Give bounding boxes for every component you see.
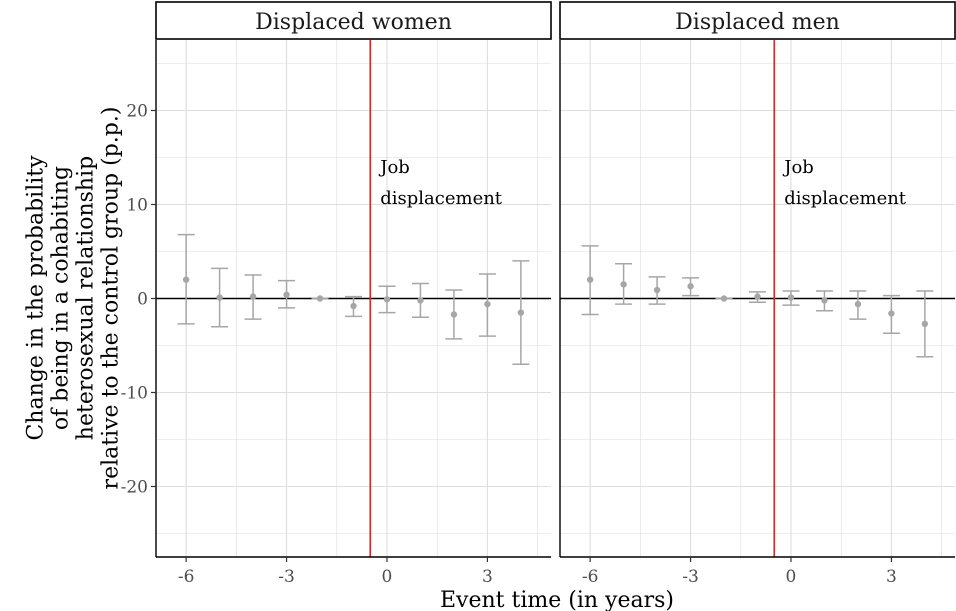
estimate-point	[283, 291, 290, 298]
estimate-point	[182, 276, 190, 283]
facet-panel-2: Job displacement -6 -3 0 3 Displaced men	[559, 1, 956, 587]
y-tick-label: 10	[126, 196, 148, 216]
estimate-point	[821, 297, 828, 304]
y-axis-title-line: relative to the control group (p.p.)	[99, 107, 124, 490]
estimate-point	[586, 276, 594, 283]
y-tick-label: -10	[121, 384, 148, 404]
estimate-point	[687, 283, 694, 290]
estimate-point	[720, 295, 728, 302]
y-tick-label: 20	[126, 102, 148, 122]
x-tick-label: -6	[178, 567, 195, 587]
y-axis-title-line: heterosexual relationship	[74, 156, 99, 440]
estimate-point	[417, 297, 424, 304]
x-tick-label: -3	[278, 567, 295, 587]
x-tick-label: 0	[786, 567, 797, 587]
x-tick-label: 0	[382, 567, 393, 587]
facet-strip-label: Displaced women	[255, 10, 452, 35]
estimate-point	[754, 293, 761, 300]
job-displacement-annotation: Job displacement	[378, 157, 503, 209]
x-axis-title: Event time (in years)	[440, 588, 674, 611]
estimate-point	[653, 286, 661, 294]
estimate-point	[450, 311, 458, 318]
estimate-point	[888, 310, 895, 317]
job-displacement-annotation: Job displacement	[782, 157, 907, 209]
estimate-point	[249, 293, 257, 300]
y-tick-label: 0	[137, 290, 148, 310]
estimate-point	[484, 300, 491, 308]
estimate-point	[350, 302, 357, 310]
annotation-line: Job	[782, 157, 814, 178]
x-tick-label: -6	[582, 567, 599, 587]
y-axis-title: Change in the probabilityof being in a c…	[24, 107, 124, 490]
facet-strip	[559, 1, 956, 40]
estimate-point	[620, 281, 627, 288]
y-tick-label: -20	[121, 478, 148, 498]
annotation-line: Job	[378, 157, 410, 178]
estimate-point	[517, 309, 525, 316]
estimate-point	[383, 296, 391, 303]
y-axis-title-line: of being in a cohabiting	[49, 166, 74, 430]
estimate-point	[921, 320, 929, 328]
x-tick-label: -3	[682, 567, 699, 587]
estimate-point	[787, 294, 795, 301]
estimate-point	[216, 294, 223, 301]
facet-strip-label: Displaced men	[675, 10, 840, 35]
annotation-line: displacement	[784, 188, 907, 209]
estimate-point	[316, 295, 324, 302]
estimate-point	[854, 300, 862, 308]
x-tick-label: 3	[886, 567, 897, 587]
facet-strip	[155, 1, 552, 40]
annotation-line: displacement	[380, 188, 503, 209]
x-tick-label: 3	[482, 567, 493, 587]
y-axis-title-line: Change in the probability	[24, 155, 49, 441]
facet-panel-1: Job displacement -6 -3 0 3 -20 -10 0 10 20 Displace…	[121, 1, 552, 587]
